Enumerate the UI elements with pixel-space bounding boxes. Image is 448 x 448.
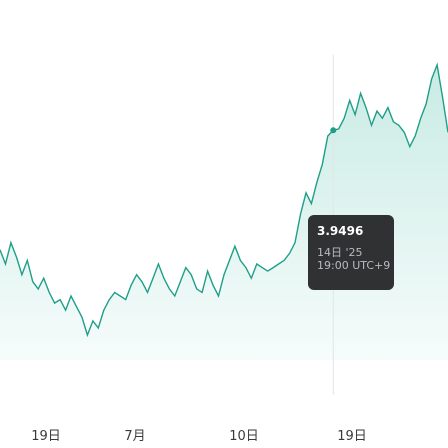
price-tooltip: 3.9496 14日 '25 19:00 UTC+9: [308, 215, 394, 290]
tooltip-time: 19:00 UTC+9: [317, 259, 391, 272]
hover-point: [330, 127, 337, 134]
x-tick-label: 19日: [337, 429, 367, 444]
x-tick-label: 10日: [229, 429, 259, 444]
tooltip-value: 3.9496: [317, 224, 364, 238]
x-axis: 19日 7月 10日 19日: [31, 429, 367, 444]
x-tick-label: 7月: [124, 429, 145, 444]
tooltip-date: 14日 '25: [317, 246, 363, 259]
price-area-fill: [0, 64, 448, 361]
price-line: [0, 62, 448, 338]
x-tick-label: 19日: [31, 429, 61, 444]
